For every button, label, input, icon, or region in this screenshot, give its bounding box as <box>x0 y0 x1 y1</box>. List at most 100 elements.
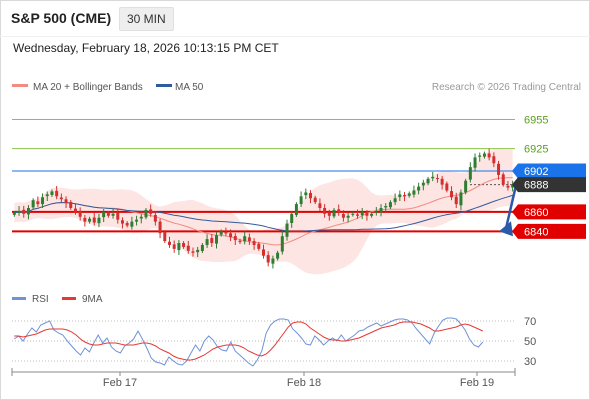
candle-body <box>139 216 143 219</box>
candle-body <box>55 190 59 197</box>
x-tick-label: Feb 18 <box>287 377 321 389</box>
candle-body <box>327 212 331 216</box>
candle-body <box>351 213 355 215</box>
candle-body <box>299 196 303 205</box>
candle-body <box>120 220 124 224</box>
candle-body <box>69 201 73 208</box>
candle-body <box>398 194 402 198</box>
candle-body <box>294 204 298 216</box>
candle-body <box>22 209 26 214</box>
rsi-ma-legend-label: 9MA <box>82 294 103 305</box>
forecast-arrow-shaft <box>504 182 518 229</box>
candle-body <box>271 258 275 264</box>
candle-body <box>323 208 327 214</box>
candle-body <box>266 255 270 263</box>
chart-datetime: Wednesday, February 18, 2026 10:13:15 PM… <box>13 41 279 55</box>
price-levels <box>12 118 515 233</box>
level-label-6902: 6902 <box>524 166 548 178</box>
candle-body <box>64 199 68 204</box>
candle-body <box>59 197 63 200</box>
rsi-level-label-50: 50 <box>524 336 536 348</box>
candle-body <box>73 208 77 212</box>
candle-body <box>370 213 374 216</box>
candle-body <box>280 236 284 252</box>
rsi-level-label-30: 30 <box>524 356 536 368</box>
candle-body <box>50 191 54 195</box>
interval-selector[interactable]: 30 MIN <box>119 7 174 31</box>
candle-body <box>468 167 472 180</box>
candle-body <box>144 209 148 218</box>
candle-body <box>337 209 341 213</box>
candle-body <box>177 243 181 251</box>
x-tick-label: Feb 19 <box>460 377 494 389</box>
candle-body <box>92 217 96 223</box>
ma50-line <box>14 194 513 232</box>
candle-body <box>403 194 407 197</box>
candle-body <box>262 249 265 256</box>
candle-body <box>153 215 157 222</box>
candle-body <box>36 201 40 205</box>
level-tag-6888 <box>512 177 586 193</box>
forecast-arrow-head <box>499 221 513 237</box>
candle-body <box>384 206 388 208</box>
level-label-6955: 6955 <box>524 114 548 126</box>
candle-body <box>478 155 482 157</box>
candle-body <box>374 211 378 213</box>
candle-body <box>205 239 209 245</box>
candle-body <box>172 244 176 249</box>
candle-body <box>247 237 251 242</box>
candle-body <box>431 176 435 179</box>
candle-body <box>435 178 439 180</box>
candle-body <box>97 217 101 224</box>
candle-body <box>26 208 30 215</box>
candle-body <box>238 240 242 243</box>
candle-body <box>511 184 515 188</box>
candle-body <box>440 178 444 185</box>
candle-body <box>167 241 171 245</box>
candle-body <box>501 174 505 185</box>
candle-body <box>196 249 200 253</box>
candle-body <box>219 231 223 235</box>
chart-header: S&P 500 (CME) 30 MIN <box>0 0 590 36</box>
candle-body <box>163 232 167 242</box>
price-tags: 6955 6925 6902 6888 6860 6840 <box>512 114 586 239</box>
rsi-legend-label: RSI <box>32 294 49 305</box>
candle-body <box>313 197 317 203</box>
main-legend: MA 20 + Bollinger Bands MA 50 Research ©… <box>12 82 581 93</box>
candle-body <box>130 221 134 227</box>
x-tick-label: Feb 17 <box>103 377 137 389</box>
candle-body <box>31 200 35 208</box>
candle-body <box>356 214 360 216</box>
candle-body <box>487 153 491 158</box>
candle-body <box>421 182 425 186</box>
candle-body <box>379 208 383 213</box>
candle-body <box>346 215 350 218</box>
candle-body <box>158 221 162 234</box>
symbol-title: S&P 500 (CME) <box>11 10 112 26</box>
candle-body <box>229 233 233 238</box>
candle-body <box>252 241 256 245</box>
candle-body <box>426 178 430 184</box>
level-label-6925: 6925 <box>524 144 548 156</box>
candle-body <box>482 153 486 157</box>
candle-body <box>360 211 364 216</box>
candle-body <box>191 251 195 253</box>
candle-body <box>459 192 463 206</box>
level-label-6840: 6840 <box>524 226 548 238</box>
candle-body <box>111 213 115 216</box>
candle-body <box>200 244 204 252</box>
credit-label: Research © 2026 Trading Central <box>432 82 581 93</box>
candle-body <box>45 194 49 197</box>
candle-body <box>116 212 120 220</box>
candlesticks <box>12 148 515 269</box>
candle-body <box>224 232 228 234</box>
candle-body <box>309 193 313 199</box>
moving-averages <box>14 177 513 246</box>
candle-body <box>17 210 21 213</box>
rsi-ma-legend-swatch <box>62 297 76 300</box>
candle-body <box>257 243 261 249</box>
ma20-legend-swatch <box>12 84 28 87</box>
candle-body <box>78 211 82 217</box>
candle-body <box>412 190 416 195</box>
candle-body <box>393 198 397 203</box>
